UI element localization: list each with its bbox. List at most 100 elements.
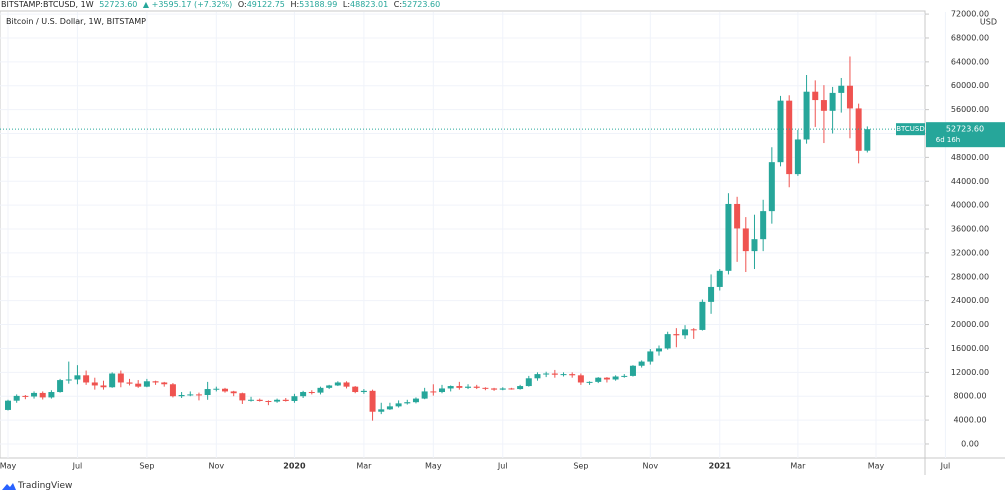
- candle-body: [725, 203, 732, 271]
- high: 53188.99: [299, 0, 338, 9]
- candle-body: [534, 374, 541, 379]
- y-tick-label: 32000.00: [951, 248, 989, 257]
- candle-body: [117, 373, 124, 383]
- y-tick-label: 16000.00: [951, 344, 989, 353]
- candle-body: [829, 92, 836, 111]
- low: 48823.01: [350, 0, 389, 9]
- axes: 0.00 4000.00 8000.00 12000.00 16000.00 20000.…: [0, 10, 1005, 471]
- x-tick-label: May: [425, 462, 442, 471]
- x-tick-label: Sep: [139, 462, 154, 471]
- y-tick-label: 40000.00: [951, 201, 989, 210]
- candle-body: [5, 400, 11, 410]
- candle-body: [378, 409, 385, 412]
- x-tick-label: May: [0, 462, 17, 471]
- y-tick-label: 60000.00: [951, 81, 989, 90]
- candle-body: [326, 385, 333, 388]
- candle-body: [473, 386, 480, 388]
- header: BITSTAMP:BTCUSD, 1W 52723.60 ▲ +3595.17 …: [1, 0, 443, 10]
- y-tick-label: 44000.00: [951, 177, 989, 186]
- candle-body: [517, 386, 524, 390]
- y-tick-label: 0.00: [961, 439, 979, 448]
- candle-body: [256, 399, 263, 401]
- candle-body: [248, 399, 255, 401]
- candle-body: [187, 394, 194, 396]
- candle-body: [612, 376, 619, 380]
- y-tick-label: 36000.00: [951, 225, 989, 234]
- candle-body: [317, 387, 324, 393]
- open: 49122.75: [246, 0, 285, 9]
- candle-body: [152, 381, 159, 383]
- symbol: BITSTAMP:BTCUSD, 1W: [1, 0, 94, 9]
- candle-body: [656, 348, 662, 352]
- y-tick-label: 64000.00: [951, 57, 989, 66]
- candle-body: [74, 375, 81, 380]
- candle-body: [57, 380, 64, 393]
- candle-body: [846, 85, 853, 109]
- candle-body: [577, 375, 584, 383]
- candle-body: [204, 389, 211, 396]
- y-tick-label: 72000.00: [951, 10, 989, 19]
- candle-body: [65, 379, 72, 381]
- candle-body: [812, 91, 819, 101]
- candle-body: [265, 400, 272, 402]
- y-tick-label: 24000.00: [951, 296, 989, 305]
- x-tick-label: May: [868, 462, 885, 471]
- candle-body: [91, 382, 98, 386]
- y-tick-label: 28000.00: [951, 272, 989, 281]
- candle-body: [143, 381, 150, 387]
- candle-body: [83, 375, 90, 383]
- candle-body: [222, 388, 228, 392]
- x-tick-label: Jul: [497, 462, 508, 471]
- y-tick-label: 12000.00: [951, 368, 989, 377]
- y-tick-label: 4000.00: [953, 416, 986, 425]
- candle-body: [716, 270, 723, 287]
- candle-body: [491, 388, 498, 390]
- countdown: 6d 16h: [936, 136, 960, 144]
- candle-body: [360, 390, 367, 393]
- candle-body: [629, 365, 636, 376]
- candle-body: [386, 406, 393, 410]
- candle-body: [352, 386, 359, 393]
- candle-body: [820, 100, 827, 111]
- candles: [5, 56, 871, 421]
- y-tick-label: 8000.00: [953, 392, 986, 401]
- candle-body: [291, 396, 298, 401]
- candle-body: [742, 228, 749, 252]
- candle-body: [13, 395, 20, 401]
- candle-body: [39, 392, 46, 398]
- candle-body: [734, 203, 741, 229]
- candle-body: [439, 388, 445, 393]
- close-label: C:: [393, 0, 403, 9]
- candle-body: [603, 377, 610, 380]
- candle-body: [282, 399, 289, 401]
- candle-body: [482, 387, 489, 389]
- grid: [0, 12, 946, 458]
- candle-body: [195, 394, 202, 396]
- brand[interactable]: TradingView: [18, 481, 73, 491]
- candle-body: [638, 361, 645, 366]
- candle-body: [230, 391, 237, 394]
- price-label: 52723.60: [946, 125, 984, 134]
- candle-body: [543, 373, 550, 375]
- x-tick-label: Mar: [790, 462, 806, 471]
- candle-body: [699, 301, 706, 330]
- candle-body: [569, 374, 576, 376]
- y-tick-label: 20000.00: [951, 320, 989, 329]
- candle-body: [430, 391, 437, 393]
- currency: USD: [980, 18, 997, 27]
- candle-body: [664, 334, 671, 349]
- candle-body: [595, 377, 602, 382]
- x-tick-label: Sep: [573, 462, 588, 471]
- candle-body: [334, 382, 341, 386]
- candle-body: [369, 390, 376, 412]
- candle-body: [109, 373, 116, 388]
- candle-body: [673, 334, 680, 336]
- candle-body: [864, 129, 871, 151]
- candle-body: [169, 384, 176, 397]
- candle-body: [682, 329, 689, 336]
- high-label: H:: [290, 0, 300, 9]
- candle-body: [499, 388, 506, 390]
- candle-body: [48, 392, 55, 398]
